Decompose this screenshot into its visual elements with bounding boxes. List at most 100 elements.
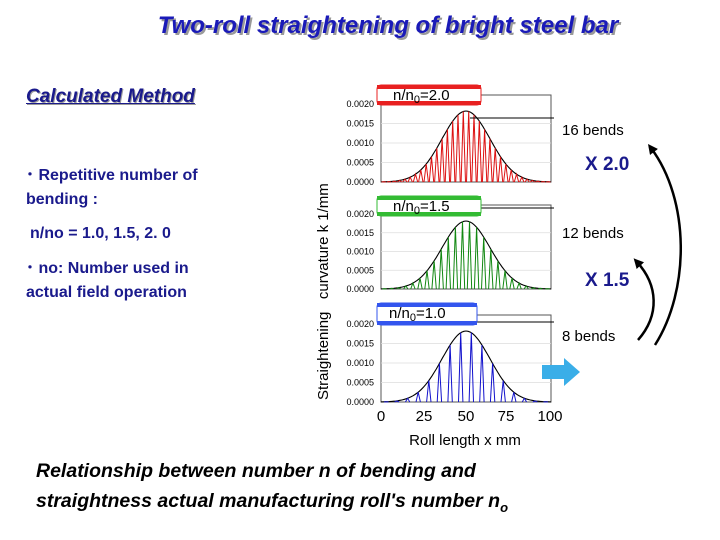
y-tick-label: 0.0005 xyxy=(346,378,374,388)
curvature-panel-1-5: 0.0020 0.0015 0.0010 0.0005 0.0000 n/n0=1.5 xyxy=(346,195,554,294)
panel-tag-bar xyxy=(377,303,477,307)
panel-frame xyxy=(380,314,552,403)
curvature-spike xyxy=(466,111,472,183)
bullet-repetitive: ･ Repetitive number of bending : xyxy=(26,164,266,212)
caption-subscript: o xyxy=(500,499,509,515)
curvature-spike xyxy=(492,148,498,183)
curvature-spike xyxy=(426,380,432,403)
x-tick-label: 75 xyxy=(498,408,515,425)
curvature-spike xyxy=(391,180,397,183)
x-axis-label: Roll length x mm xyxy=(409,432,521,449)
curvature-spike xyxy=(468,332,474,403)
curvature-spike xyxy=(481,129,488,183)
curvature-spike xyxy=(466,221,473,290)
curvature-spike xyxy=(403,285,409,290)
panel-tag-label: n/n0=2.0 xyxy=(393,87,450,106)
caption-line-1: Relationship between number n of bending… xyxy=(36,460,476,482)
page-title: Two-roll straightening of bright steel b… xyxy=(157,12,619,39)
envelope-curve xyxy=(380,110,552,183)
x-tick-label: 50 xyxy=(458,408,475,425)
y-tick-label: 0.0015 xyxy=(346,228,374,238)
multiplier-2-0: X 2.0 xyxy=(585,154,629,175)
y-axis-label: Straightening curvature k 1/mm xyxy=(315,183,332,400)
curvature-spike xyxy=(407,175,413,183)
curvature-spike xyxy=(511,392,517,403)
curved-arrow-inner-icon xyxy=(633,258,655,341)
y-tick-label: 0.0010 xyxy=(346,247,374,257)
curvature-spike xyxy=(431,260,437,290)
x-tick-label: 25 xyxy=(416,408,433,425)
curvature-spike xyxy=(428,156,435,183)
curvature-spike xyxy=(495,260,501,290)
envelope-curve xyxy=(380,220,552,290)
y-tick-label: 0.0020 xyxy=(346,319,374,329)
curvature-spike xyxy=(500,380,506,403)
x-axis-ticks: 0 25 50 75 100 xyxy=(377,408,563,425)
panel-tag-bar xyxy=(377,101,481,105)
curvature-spike xyxy=(452,227,459,290)
curvature-spike xyxy=(481,237,487,290)
y-tick-label: 0.0010 xyxy=(346,138,374,148)
curvature-spike xyxy=(535,180,541,183)
curvature-spike xyxy=(389,287,394,290)
curvature-spike xyxy=(415,392,421,403)
x-tick-label: 0 xyxy=(377,408,385,425)
bullet-no-definition: ･ no: Number used in actual field operat… xyxy=(26,257,266,305)
curvature-spike xyxy=(424,270,430,290)
bullet-ratio-values: n/no = 1.0, 1.5, 2. 0 xyxy=(30,222,171,246)
y-tick-label: 0.0010 xyxy=(346,358,374,368)
curvature-spike xyxy=(396,287,402,290)
curvature-spike xyxy=(458,332,464,403)
curvature-spike xyxy=(455,114,461,183)
curvature-spike xyxy=(471,114,477,183)
curvature-spike xyxy=(417,278,423,290)
y-tick-label: 0.0005 xyxy=(346,265,374,275)
panel-tag-label: n/n0=1.0 xyxy=(389,305,446,324)
curvature-spike xyxy=(410,281,416,290)
curvature-spike xyxy=(404,397,411,403)
panel-frame xyxy=(380,204,552,290)
curvature-spike xyxy=(524,178,530,183)
curvature-spike xyxy=(519,175,525,183)
bullet-line: no: Number used in xyxy=(38,260,189,277)
curvature-spike xyxy=(438,248,444,290)
y-tick-label: 0.0020 xyxy=(346,99,374,109)
curvature-spike xyxy=(488,248,494,290)
curvature-panels: 0.00200.00150.00100.00050.0000n/n0=2.00.… xyxy=(346,84,554,407)
y-tick-label: 0.0020 xyxy=(346,209,374,219)
bends-label-1-5: 12 bends xyxy=(562,225,624,242)
curvature-spike xyxy=(436,363,443,403)
curvature-spike xyxy=(418,169,424,183)
curvature-spike xyxy=(497,156,504,183)
curvature-spike xyxy=(434,148,440,183)
x-tick-label: 100 xyxy=(537,408,562,425)
bends-label-1-0: 8 bends xyxy=(562,328,615,345)
envelope-curve xyxy=(380,330,552,403)
method-heading: Calculated Method xyxy=(26,86,195,107)
curvature-spike xyxy=(450,120,456,183)
y-tick-label: 0.0005 xyxy=(346,158,374,168)
right-arrow-icon xyxy=(542,358,580,386)
curvature-spike xyxy=(509,278,515,290)
curvature-spike xyxy=(397,179,403,183)
bend-labels: 16 bends 12 bends 8 bends xyxy=(562,122,624,345)
curvature-spike xyxy=(521,397,528,403)
curvature-spike xyxy=(412,172,419,183)
bullet-line: n/no = 1.0, 1.5, 2. 0 xyxy=(30,225,171,242)
curvature-spike xyxy=(460,111,466,183)
panel-tag-bar xyxy=(377,212,481,216)
panel-frame xyxy=(380,94,552,183)
y-tick-label: 0.0015 xyxy=(346,119,374,129)
curvature-panel-1-0: 0.0020 0.0015 0.0010 0.0005 0.0000 n/n0=1.0 xyxy=(346,302,554,407)
curvature-spike xyxy=(459,221,466,290)
curvature-spike xyxy=(445,237,451,290)
caption-line-2: straightness actual manufacturing roll's… xyxy=(36,490,501,512)
curvature-spike xyxy=(402,178,408,183)
curvature-spike xyxy=(423,163,429,183)
y-tick-label: 0.0000 xyxy=(346,177,374,187)
curvature-spike xyxy=(523,285,529,290)
panel-tag-label: n/n0=1.5 xyxy=(393,198,450,217)
curvature-panel-2-0: 0.0020 0.0015 0.0010 0.0005 0.0000 n/n0=2.0 xyxy=(346,84,554,187)
curvature-spike xyxy=(513,172,520,183)
